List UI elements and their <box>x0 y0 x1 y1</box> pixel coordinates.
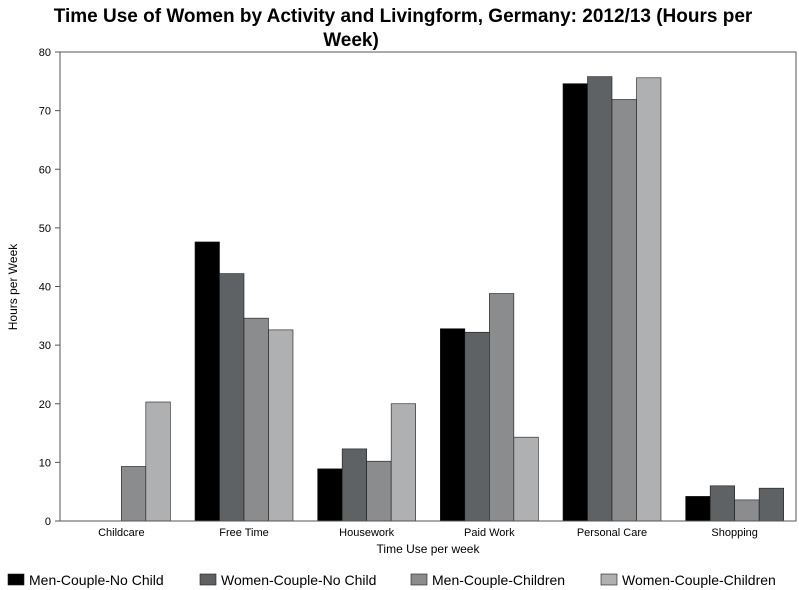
bar-3-0 <box>440 328 466 522</box>
legend-swatch-1 <box>199 573 217 586</box>
chart-title-line-1: Time Use of Women by Activity and Living… <box>54 6 753 27</box>
legend-label: Men-Couple-Children <box>432 572 565 588</box>
y-tick-label: 80 <box>39 47 51 59</box>
legend-swatch-2 <box>410 573 428 586</box>
bar-4-0 <box>562 83 588 522</box>
legend-label: Men-Couple-No Child <box>29 572 164 588</box>
x-tick-label: Childcare <box>98 527 144 539</box>
plot-area-frame <box>59 51 797 522</box>
chart-title-line-2: Week) <box>323 30 379 51</box>
legend-label: Women-Couple-No Child <box>221 572 376 588</box>
bar-1-0 <box>194 241 220 522</box>
bar-3-2 <box>489 293 515 522</box>
y-tick-label: 10 <box>39 457 51 469</box>
y-tick-label: 60 <box>39 164 51 176</box>
y-tick-label: 70 <box>39 106 51 118</box>
bar-4-1 <box>587 76 613 522</box>
y-tick-label: 50 <box>39 223 51 235</box>
legend-label: Women-Couple-Children <box>622 572 776 588</box>
y-tick-label: 40 <box>39 282 51 294</box>
bar-0-2 <box>121 466 147 522</box>
legend-swatch-0 <box>7 573 25 586</box>
bar-4-3 <box>636 77 662 522</box>
y-tick-label: 30 <box>39 340 51 352</box>
y-axis-label: Hours per Week <box>6 243 20 330</box>
bar-1-2 <box>243 317 269 522</box>
y-tick-label: 0 <box>45 516 51 528</box>
bar-5-0 <box>685 496 711 522</box>
bar-5-3 <box>758 487 784 522</box>
bar-2-2 <box>366 460 392 522</box>
bar-2-1 <box>341 448 367 522</box>
x-tick-label: Shopping <box>711 527 758 539</box>
bar-4-2 <box>611 99 637 522</box>
bar-3-1 <box>464 331 490 522</box>
bar-5-2 <box>734 499 760 522</box>
bar-2-3 <box>390 403 416 522</box>
y-axis-ticks: 0 10 20 30 40 50 60 70 80 <box>39 47 60 528</box>
legend: Men-Couple-No Child Women-Couple-No Child… <box>7 572 776 588</box>
bars <box>121 76 784 522</box>
bar-1-1 <box>219 273 245 522</box>
x-tick-label: Paid Work <box>464 527 515 539</box>
bar-5-1 <box>709 485 735 522</box>
legend-swatch-3 <box>600 573 618 586</box>
x-axis-label: Time Use per week <box>377 542 481 556</box>
bar-2-0 <box>317 468 343 522</box>
bar-0-3 <box>145 401 171 522</box>
bar-1-3 <box>268 329 294 522</box>
x-axis-ticks: Childcare Free Time Housework Paid Work Pers… <box>98 527 758 539</box>
x-tick-label: Free Time <box>219 527 269 539</box>
y-tick-label: 20 <box>39 399 51 411</box>
bar-3-3 <box>513 436 539 522</box>
x-tick-label: Housework <box>339 527 395 539</box>
x-tick-label: Personal Care <box>577 527 647 539</box>
